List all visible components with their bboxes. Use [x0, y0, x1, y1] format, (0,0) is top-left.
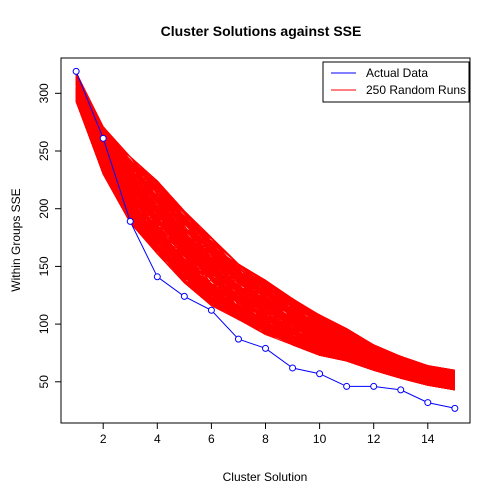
actual-data-point	[451, 404, 459, 412]
y-axis-label: Within Groups SSE	[9, 188, 23, 291]
random-run-line	[75, 98, 456, 391]
actual-data-point	[316, 370, 324, 378]
random-run-line	[75, 77, 455, 373]
x-axis-label: Cluster Solution	[223, 470, 308, 484]
random-run-line	[75, 92, 455, 388]
random-run-line	[75, 77, 455, 376]
actual-data-point	[153, 273, 161, 281]
y-tick-label: 300	[37, 83, 51, 103]
actual-data-point	[207, 306, 215, 314]
x-tick-label: 14	[421, 432, 435, 446]
y-axis: 50 100 150 200 250 300	[37, 83, 61, 389]
actual-data-point	[343, 382, 351, 390]
random-run-line	[75, 82, 455, 378]
actual-data-point	[234, 335, 242, 343]
random-run-line	[75, 72, 455, 371]
y-tick-label: 150	[37, 256, 51, 276]
y-tick-label: 50	[37, 375, 51, 389]
actual-data-point	[180, 292, 188, 300]
actual-data-point	[424, 399, 432, 407]
legend-box	[322, 61, 470, 103]
random-run-line	[75, 88, 456, 385]
x-tick-label: 10	[313, 432, 327, 446]
actual-data-point	[126, 217, 134, 225]
random-run-line	[75, 72, 456, 375]
random-run-line	[75, 86, 455, 375]
legend-label-random: 250 Random Runs	[366, 83, 466, 97]
legend-label-actual: Actual Data	[366, 66, 428, 80]
random-run-line	[75, 80, 455, 379]
actual-data-point	[397, 386, 405, 394]
actual-data-point	[99, 134, 107, 142]
random-run-line	[75, 90, 455, 388]
actual-data-point	[370, 382, 378, 390]
legend: Actual Data 250 Random Runs	[322, 61, 470, 103]
x-tick-label: 12	[367, 432, 381, 446]
chart-title: Cluster Solutions against SSE	[161, 23, 362, 39]
random-runs-series	[75, 72, 456, 391]
actual-data-point	[289, 364, 297, 372]
random-run-line	[75, 79, 455, 371]
actual-data-point	[72, 67, 80, 75]
random-run-line	[75, 78, 456, 380]
x-axis: 2 4 6 8 10 12 14	[100, 423, 435, 446]
x-tick-label: 2	[100, 432, 107, 446]
y-tick-label: 200	[37, 198, 51, 218]
actual-data-series	[72, 67, 459, 412]
x-tick-label: 6	[208, 432, 215, 446]
x-tick-label: 8	[262, 432, 269, 446]
x-tick-label: 4	[154, 432, 161, 446]
actual-data-point	[262, 344, 269, 352]
random-run-line	[75, 100, 455, 388]
random-run-line	[75, 84, 455, 380]
y-tick-label: 250	[37, 141, 51, 161]
y-tick-label: 100	[37, 314, 51, 334]
